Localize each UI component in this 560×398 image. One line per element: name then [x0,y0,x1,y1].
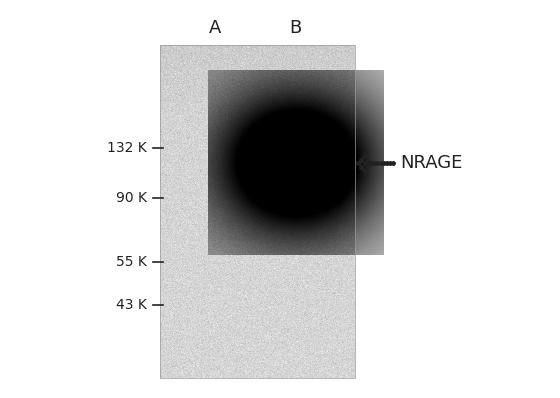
Text: NRAGE: NRAGE [400,154,463,172]
Text: A: A [209,19,221,37]
Bar [160,45,355,378]
Text: 132 K: 132 K [108,141,147,155]
Text: 43 K: 43 K [116,298,147,312]
Text: B: B [289,19,301,37]
Text: 90 K: 90 K [116,191,147,205]
Text: 55 K: 55 K [116,255,147,269]
